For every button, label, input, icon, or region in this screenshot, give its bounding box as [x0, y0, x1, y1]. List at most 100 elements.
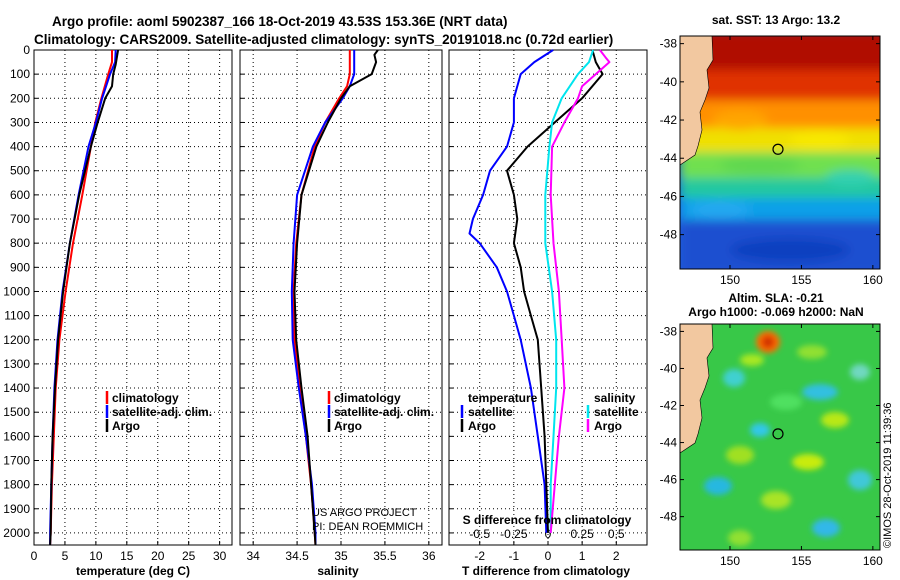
salinity-panel: 34 34.5 35 35.5 36 salinity climatology sate… — [239, 49, 443, 578]
sla-map-land — [680, 324, 714, 454]
temperature-xtick-label-3: 15 — [120, 549, 134, 563]
temperature-y-tick-labels: 0 100 200 300 400 500 600 700 800 900 1000 1100 1200… — [3, 43, 30, 540]
difference-s-tick-label-2: 0 — [545, 527, 552, 541]
temperature-xtick-label-1: 5 — [62, 549, 69, 563]
sla-map: Altim. SLA: -0.21 Argo h1000: -0.069 h20… — [660, 291, 884, 568]
sst-map-frame — [679, 35, 881, 270]
salinity-x-axis-label: salinity — [317, 564, 359, 578]
salinity-xtick-label-3: 35.5 — [373, 549, 397, 563]
depth-tick-label-1700: 1700 — [3, 453, 30, 467]
sst-map: sat. SST: 13 Argo: 13.2 150 — [660, 13, 884, 287]
difference-legend-s-argo: Argo — [594, 419, 622, 433]
depth-tick-label-2000: 2000 — [3, 526, 30, 540]
salinity-series-satellite-adj-clim — [290, 50, 356, 545]
sla-map-field — [680, 324, 880, 550]
sst-map-ytick-label-1: -40 — [660, 75, 678, 89]
depth-tick-label-1000: 1000 — [3, 284, 30, 298]
sla-map-ticks: 150 155 160 -38 -40 -42 -44 -46 -48 — [660, 324, 883, 568]
depth-tick-label-1300: 1300 — [3, 357, 30, 371]
difference-legend-salinity-title: salinity — [594, 391, 636, 405]
sla-map-xtick-label-1: 155 — [791, 554, 811, 568]
sla-map-argo-marker — [772, 428, 784, 440]
difference-legend-t-argo: Argo — [468, 419, 496, 433]
sla-map-ytick-label-0: -38 — [660, 324, 678, 338]
sla-map-title-line1: Altim. SLA: -0.21 — [728, 291, 824, 305]
figure-title-line1: Argo profile: aoml 5902387_166 18-Oct-20… — [52, 14, 507, 29]
salinity-xtick-label-2: 35 — [334, 549, 348, 563]
sst-map-argo-marker — [772, 143, 784, 155]
salinity-series-argo — [293, 49, 379, 546]
depth-tick-label-1500: 1500 — [3, 405, 30, 419]
depth-tick-label-1900: 1900 — [3, 502, 30, 516]
sla-map-ytick-label-3: -44 — [660, 436, 678, 450]
depth-tick-label-400: 400 — [10, 140, 30, 154]
temperature-axes-frame — [33, 49, 233, 546]
sla-map-ytick-label-4: -46 — [660, 473, 678, 487]
salinity-grid — [240, 49, 442, 545]
difference-panel: -2 -1 0 1 2 -0.5 -0.25 0 0.25 0.5 T difference f… — [448, 49, 648, 578]
difference-legend-right: salinity satellite Argo — [586, 391, 639, 433]
depth-tick-label-600: 600 — [10, 188, 30, 202]
temperature-x-axis-label: temperature (deg C) — [76, 564, 190, 578]
imos-watermark: ©IMOS 28-Oct-2019 11:39:36 — [882, 403, 894, 548]
sst-map-ytick-label-4: -46 — [660, 189, 678, 203]
temperature-series-argo — [49, 49, 120, 546]
temperature-grid — [33, 49, 232, 545]
difference-series-s-argo — [549, 49, 611, 533]
depth-tick-label-100: 100 — [10, 67, 30, 81]
temperature-legend-satellite: satellite-adj. clim. — [112, 405, 212, 419]
temperature-legend-argo: Argo — [112, 419, 140, 433]
difference-xtick-label-2: 0 — [545, 549, 552, 563]
salinity-legend: climatology satellite-adj. clim. Argo — [327, 391, 434, 433]
temperature-panel: 0100200300400500600700800900100011001200… — [3, 43, 233, 578]
difference-legend-left: temperature satellite Argo — [460, 391, 538, 433]
temperature-series-climatology — [49, 50, 113, 546]
salinity-legend-climatology: climatology — [334, 391, 401, 405]
depth-tick-label-700: 700 — [10, 212, 30, 226]
depth-tick-label-1400: 1400 — [3, 381, 30, 395]
salinity-xtick-label-0: 34 — [246, 549, 260, 563]
sla-map-ytick-label-5: -48 — [660, 510, 678, 524]
difference-s-tick-label-4: 0.5 — [608, 527, 625, 541]
sst-map-xtick-label-0: 150 — [720, 273, 740, 287]
temperature-legend: climatology satellite-adj. clim. Argo — [105, 391, 212, 433]
salinity-series — [290, 49, 379, 546]
sla-map-argo-marker-group — [772, 428, 784, 440]
temperature-legend-climatology: climatology — [112, 391, 179, 405]
sst-map-argo-marker-group — [772, 143, 784, 155]
difference-s-tick-label-1: -0.25 — [500, 527, 528, 541]
difference-s-tick-label-3: 0.25 — [570, 527, 594, 541]
difference-series-t-satellite — [468, 49, 554, 533]
sst-map-land — [680, 36, 714, 166]
difference-legend-temperature-title: temperature — [468, 391, 538, 405]
salinity-xtick-label-1: 34.5 — [285, 549, 309, 563]
difference-legend-s-satellite: satellite — [594, 405, 639, 419]
difference-xtick-label-1: -1 — [509, 549, 520, 563]
temperature-xtick-label-5: 25 — [182, 549, 196, 563]
sla-map-xtick-label-2: 160 — [863, 554, 883, 568]
depth-tick-label-0: 0 — [23, 43, 30, 57]
figure-title-line2: Climatology: CARS2009. Satellite-adjuste… — [34, 32, 613, 47]
depth-tick-label-500: 500 — [10, 164, 30, 178]
difference-legend-t-satellite: satellite — [468, 405, 513, 419]
temperature-x-tick-labels: 0 5 10 15 20 25 30 — [31, 549, 227, 563]
sst-map-xtick-label-1: 155 — [791, 273, 811, 287]
difference-xtick-label-4: 2 — [613, 549, 620, 563]
salinity-legend-satellite: satellite-adj. clim. — [334, 405, 434, 419]
difference-s-tick-labels: -0.5 -0.25 0 0.25 0.5 — [469, 527, 625, 541]
sst-map-field — [680, 36, 880, 269]
difference-t-tick-labels: -2 -1 0 1 2 — [474, 549, 620, 563]
credit-pi: PI: DEAN ROEMMICH — [312, 521, 423, 533]
sst-map-ticks: 150 155 160 -38 -40 -42 -44 -46 -48 — [660, 36, 883, 287]
sla-map-frame — [679, 323, 881, 551]
sst-map-xtick-label-2: 160 — [863, 273, 883, 287]
difference-xtick-label-3: 1 — [579, 549, 586, 563]
temperature-xtick-label-4: 20 — [151, 549, 165, 563]
temperature-xtick-label-2: 10 — [89, 549, 103, 563]
sla-map-title-line2: Argo h1000: -0.069 h2000: NaN — [688, 305, 863, 319]
sst-map-ytick-label-0: -38 — [660, 37, 678, 51]
temperature-xtick-label-6: 30 — [213, 549, 227, 563]
depth-tick-label-800: 800 — [10, 236, 30, 250]
depth-tick-label-1600: 1600 — [3, 429, 30, 443]
sst-map-ytick-label-2: -42 — [660, 113, 678, 127]
